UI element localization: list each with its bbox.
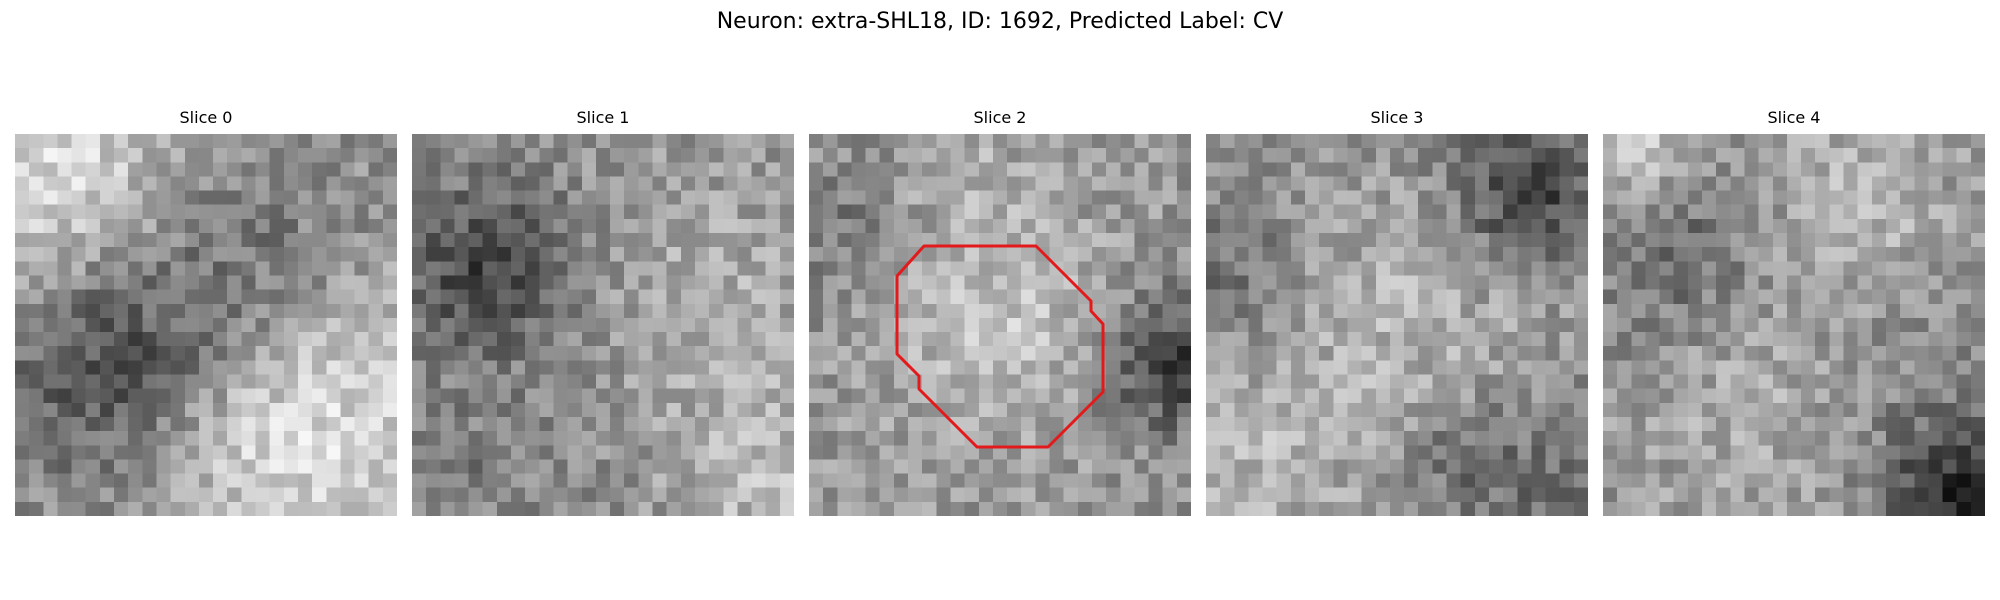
slice-image-4 [1603, 134, 1985, 516]
slice-panel-2: Slice 2 [809, 108, 1191, 516]
slice-pixels-4 [1603, 134, 1985, 516]
slice-title: Slice 1 [576, 108, 630, 127]
figure-title: Neuron: extra-SHL18, ID: 1692, Predicted… [716, 9, 1284, 34]
slice-pixels-3 [1206, 134, 1588, 516]
slice-panel-1: Slice 1 [412, 108, 794, 516]
slice-image-1 [412, 134, 794, 516]
slice-title: Slice 3 [1370, 108, 1424, 127]
slice-image-2 [809, 134, 1191, 516]
slice-panel-4: Slice 4 [1603, 108, 1985, 516]
slice-title: Slice 2 [973, 108, 1027, 127]
slice-pixels-0 [15, 134, 397, 516]
slice-image-3 [1206, 134, 1588, 516]
slice-pixels-2 [809, 134, 1191, 516]
slice-image-0 [15, 134, 397, 516]
slice-panel-0: Slice 0 [15, 108, 397, 516]
slice-panel-3: Slice 3 [1206, 108, 1588, 516]
slice-pixels-1 [412, 134, 794, 516]
slice-title: Slice 0 [179, 108, 233, 127]
slice-title: Slice 4 [1767, 108, 1821, 127]
